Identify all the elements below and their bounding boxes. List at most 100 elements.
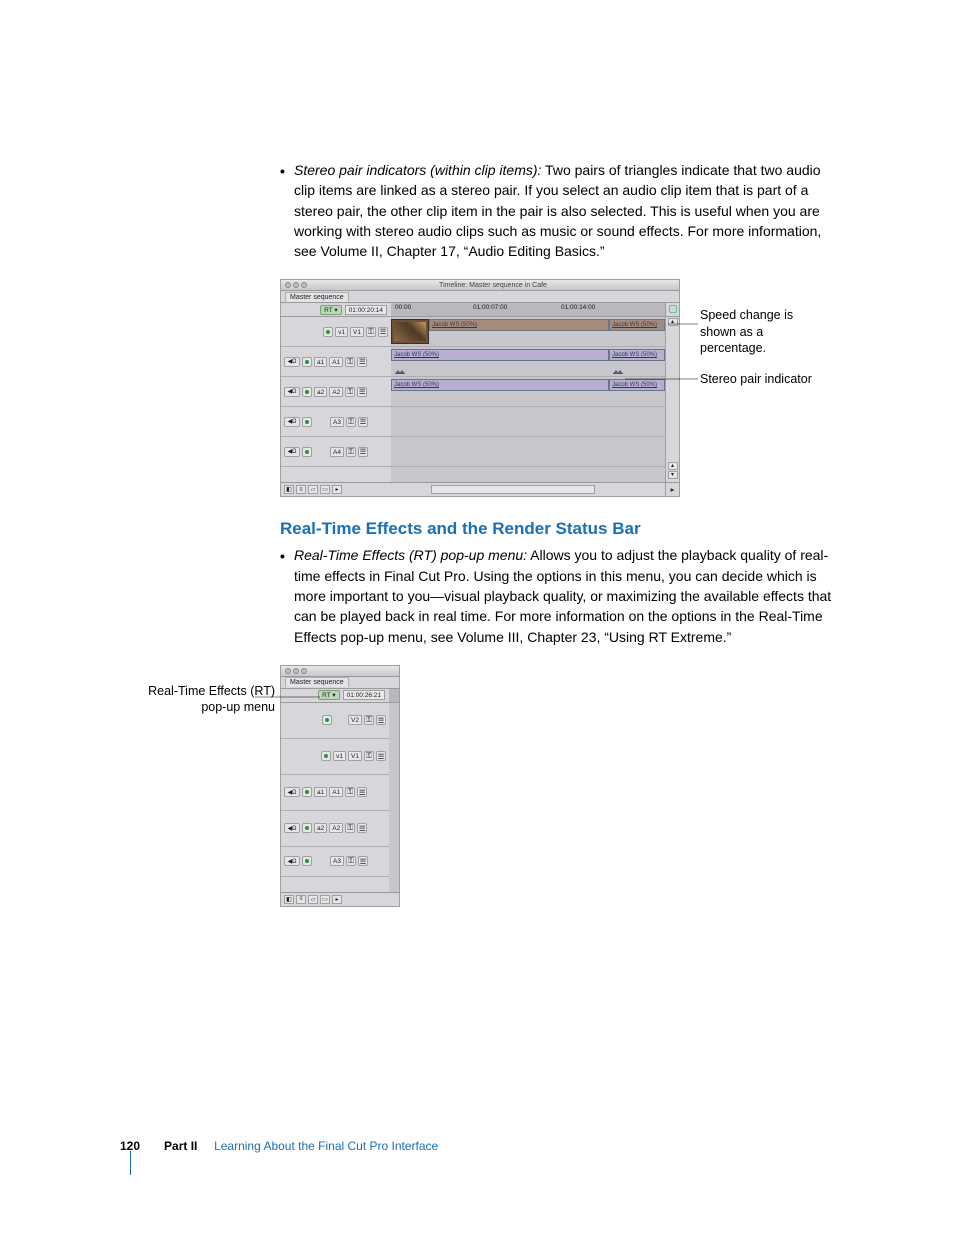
dest-patch-v1[interactable]: V1 (348, 751, 362, 761)
dest-patch-a2[interactable]: A2 (329, 823, 343, 833)
dest-patch-a2[interactable]: A2 (329, 387, 343, 397)
dest-patch-v2[interactable]: V2 (348, 715, 362, 725)
toggle-button[interactable]: ≡ (296, 895, 306, 904)
source-patch-v1[interactable]: v1 (333, 751, 346, 761)
track-header-a2[interactable]: ◀Ω a2 A2 ⚿ ☰ (281, 377, 391, 407)
rt-popup-button[interactable]: RT ▾ (320, 305, 342, 315)
audio-clip-a2b[interactable]: Jacob WS (50%) (609, 379, 665, 391)
source-patch-a2[interactable]: a2 (314, 387, 327, 397)
toggle-button[interactable]: ▱ (308, 485, 318, 494)
visibility-toggle[interactable] (322, 715, 332, 725)
audible-toggle[interactable] (302, 357, 312, 367)
track-header-v1[interactable]: v1 V1 ⚿ ☰ (281, 739, 389, 775)
scroll-up-icon[interactable]: ▴ (668, 318, 678, 326)
toggle-button[interactable]: ▸ (332, 485, 342, 494)
audio-controls-icon[interactable]: ◀Ω (284, 417, 300, 427)
bullet-rt-popup: • Real-Time Effects (RT) pop-up menu: Al… (280, 545, 840, 646)
lock-icon[interactable]: ⚿ (345, 357, 355, 367)
auto-select-icon[interactable]: ☰ (357, 823, 367, 833)
track-header-a2[interactable]: ◀Ω a2 A2 ⚿ ☰ (281, 811, 389, 847)
track-header-a1[interactable]: ◀Ω a1 A1 ⚿ ☰ (281, 775, 389, 811)
lock-icon[interactable]: ⚿ (346, 447, 356, 457)
track-header-a1[interactable]: ◀Ω a1 A1 ⚿ ☰ (281, 347, 391, 377)
video-clip-2[interactable]: Jacob WS (50%) (609, 319, 665, 331)
scroll-right-icon[interactable]: ▸ (665, 483, 679, 496)
toggle-button[interactable]: ▱ (308, 895, 318, 904)
horizontal-scrollbar[interactable] (431, 485, 595, 494)
toggle-button[interactable]: ▭ (320, 895, 330, 904)
toggle-button[interactable]: ◧ (284, 485, 294, 494)
audible-toggle[interactable] (302, 387, 312, 397)
auto-select-icon[interactable]: ☰ (357, 387, 367, 397)
rt-popup-button[interactable]: RT ▾ (318, 690, 340, 700)
dest-patch-a3[interactable]: A3 (330, 417, 344, 427)
auto-select-icon[interactable]: ☰ (378, 327, 388, 337)
audio-controls-icon[interactable]: ◀Ω (284, 387, 300, 397)
lock-icon[interactable]: ⚿ (346, 856, 356, 866)
audible-toggle[interactable] (302, 823, 312, 833)
vertical-scrollbar[interactable]: ▴ ▴ ▾ (665, 317, 679, 482)
track-header-a3[interactable]: ◀Ω A3 ⚿ ☰ (281, 847, 389, 877)
dest-patch-a4[interactable]: A4 (330, 447, 344, 457)
auto-select-icon[interactable]: ☰ (358, 447, 368, 457)
auto-select-icon[interactable]: ☰ (357, 357, 367, 367)
source-patch-a1[interactable]: a1 (314, 357, 327, 367)
sequence-tab[interactable]: Master sequence (285, 292, 349, 302)
timeline-ruler[interactable]: 00:00 01:00:07:00 01:00:14:00 (391, 303, 665, 316)
audible-toggle[interactable] (302, 417, 312, 427)
lock-icon[interactable]: ⚿ (346, 417, 356, 427)
lock-icon[interactable]: ⚿ (364, 715, 374, 725)
auto-select-icon[interactable]: ☰ (358, 417, 368, 427)
timeline-ruler[interactable] (389, 689, 399, 702)
lock-icon[interactable]: ⚿ (345, 823, 355, 833)
toggle-button[interactable]: ▸ (332, 895, 342, 904)
audio-clip-a1[interactable]: Jacob WS (50%) (391, 349, 609, 361)
video-clip[interactable]: Jacob WS (50%) (429, 319, 609, 331)
track-header-a4[interactable]: ◀Ω A4 ⚿ ☰ (281, 437, 391, 467)
lock-icon[interactable]: ⚿ (364, 751, 374, 761)
audio-controls-icon[interactable]: ◀Ω (284, 856, 300, 866)
source-patch-v1[interactable]: v1 (335, 327, 348, 337)
audio-controls-icon[interactable]: ◀Ω (284, 823, 300, 833)
visibility-toggle[interactable] (321, 751, 331, 761)
audible-toggle[interactable] (302, 447, 312, 457)
current-timecode[interactable]: 01:00:20:14 (345, 305, 387, 315)
lock-icon[interactable]: ⚿ (345, 387, 355, 397)
toggle-button[interactable]: ≡ (296, 485, 306, 494)
dest-patch-a3[interactable]: A3 (330, 856, 344, 866)
source-patch-a2[interactable]: a2 (314, 823, 327, 833)
audible-toggle[interactable] (302, 787, 312, 797)
visibility-toggle[interactable] (323, 327, 333, 337)
lock-icon[interactable]: ⚿ (345, 787, 355, 797)
dest-patch-v1[interactable]: V1 (350, 327, 364, 337)
scroll-down-icon[interactable]: ▾ (668, 471, 678, 479)
track-header-v1[interactable]: v1 V1 ⚿ ☰ (281, 317, 391, 347)
callout-stereo-pair: Stereo pair indicator (700, 371, 840, 387)
dest-patch-a1[interactable]: A1 (329, 357, 343, 367)
current-timecode[interactable]: 01:00:26:21 (343, 690, 385, 700)
auto-select-icon[interactable]: ☰ (357, 787, 367, 797)
audio-controls-icon[interactable]: ◀Ω (284, 447, 300, 457)
timeline-canvas[interactable]: Jacob WS (50%) Jacob WS (50%) Jacob WS (… (391, 317, 665, 482)
timeline-canvas[interactable] (389, 703, 399, 892)
track-header-v2[interactable]: V2 ⚿ ☰ (281, 703, 389, 739)
toggle-button[interactable]: ◧ (284, 895, 294, 904)
auto-select-icon[interactable]: ☰ (358, 856, 368, 866)
auto-select-icon[interactable]: ☰ (376, 715, 386, 725)
audio-controls-icon[interactable]: ◀Ω (284, 787, 300, 797)
audible-toggle[interactable] (302, 856, 312, 866)
lock-icon[interactable]: ⚿ (366, 327, 376, 337)
scroll-up-icon[interactable]: ▴ (668, 462, 678, 470)
audio-clip-a2[interactable]: Jacob WS (50%) (391, 379, 609, 391)
sequence-tab[interactable]: Master sequence (285, 677, 349, 687)
source-patch-a1[interactable]: a1 (314, 787, 327, 797)
callout-rt-popup: Real-Time Effects (RT) pop-up menu (135, 683, 275, 716)
bullet1-lead: Stereo pair indicators (within clip item… (294, 162, 541, 178)
toggle-button[interactable]: ▭ (320, 485, 330, 494)
audio-clip-a1b[interactable]: Jacob WS (50%) (609, 349, 665, 361)
dest-patch-a1[interactable]: A1 (329, 787, 343, 797)
audio-controls-icon[interactable]: ◀Ω (284, 357, 300, 367)
auto-select-icon[interactable]: ☰ (376, 751, 386, 761)
track-header-a3[interactable]: ◀Ω A3 ⚿ ☰ (281, 407, 391, 437)
snap-icon[interactable] (669, 305, 677, 313)
